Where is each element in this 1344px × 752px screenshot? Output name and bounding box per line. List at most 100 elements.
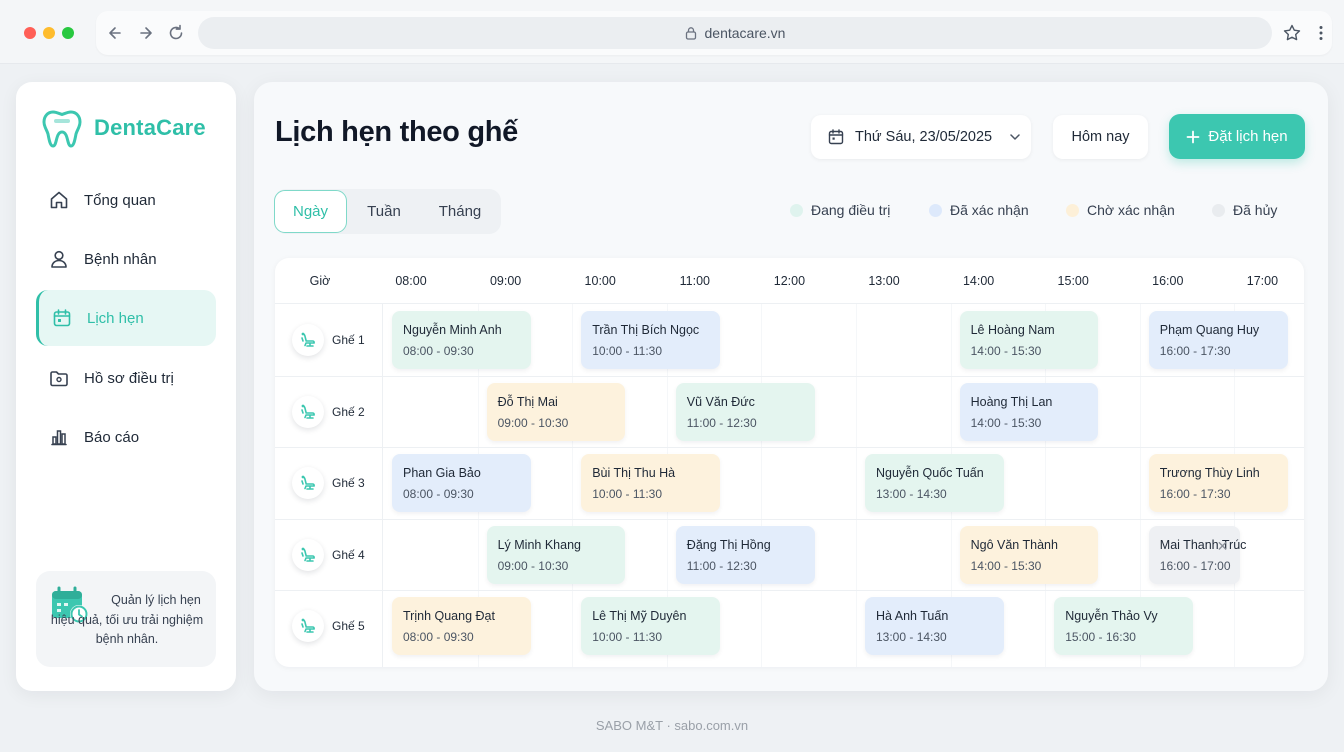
chair-label: Ghế 3 (292, 467, 365, 499)
appointment-card[interactable]: Lê Thị Mỹ Duyên 10:00 - 11:30 (581, 597, 721, 655)
main-panel: Lịch hẹn theo ghế Thứ Sáu, 23/05/2025 Hô… (254, 82, 1328, 691)
chair-name: Ghế 3 (332, 476, 365, 490)
hour-label: 14:00 (962, 274, 995, 288)
appointment-time: 10:00 - 11:30 (592, 344, 663, 358)
appointment-time: 13:00 - 14:30 (876, 487, 947, 501)
appointment-card[interactable]: Vũ Văn Đức 11:00 - 12:30 (675, 382, 815, 441)
tab-day[interactable]: Ngày (274, 190, 347, 233)
row-divider (275, 375, 1304, 377)
appointment-time: 08:00 - 09:30 (403, 630, 474, 644)
legend-item: Đã hủy (1212, 202, 1277, 218)
sidebar-item-appointments[interactable]: Lịch hẹn (36, 290, 216, 346)
book-appointment-button[interactable]: Đặt lịch hẹn (1169, 114, 1305, 159)
appointment-card[interactable]: Nguyễn Quốc Tuấn 13:00 - 14:30 (865, 454, 1004, 512)
patient-name: Mai Thanh Trúc (1159, 537, 1247, 552)
patient-name: Hoàng Thị Lan (970, 394, 1053, 409)
patient-name: Nguyễn Quốc Tuấn (876, 466, 984, 480)
minimize-window-button[interactable] (43, 27, 55, 39)
sidebar-item-label: Bệnh nhân (84, 250, 157, 268)
hour-label: 17:00 (1246, 274, 1279, 288)
bookmark-star-icon[interactable] (1281, 22, 1303, 44)
appointment-card[interactable]: Đỗ Thị Mai 09:00 - 10:30 (486, 382, 626, 441)
date-picker[interactable]: Thứ Sáu, 23/05/2025 (811, 115, 1031, 159)
forward-arrow-icon[interactable] (134, 22, 156, 44)
sidebar-item-label: Lịch hẹn (87, 309, 144, 327)
patient-name: Trần Thị Bích Ngọc (592, 323, 700, 337)
home-icon (50, 191, 68, 209)
appointment-card[interactable]: Trương Thùy Linh 16:00 - 17:30 (1148, 454, 1288, 512)
patient-name: Lê Hoàng Nam (970, 323, 1055, 337)
appointment-card[interactable]: Trịnh Quang Đạt 08:00 - 09:30 (392, 597, 531, 655)
chair-label: Ghế 4 (292, 538, 365, 571)
hour-label: 12:00 (773, 274, 806, 288)
address-bar[interactable]: dentacare.vn (198, 17, 1272, 49)
today-button[interactable]: Hôm nay (1053, 115, 1148, 159)
patient-name: Nguyễn Minh Anh (403, 323, 502, 337)
appointment-card[interactable]: Đặng Thị Hồng 11:00 - 12:30 (675, 525, 815, 584)
legend-label: Đang điều trị (811, 202, 891, 218)
more-menu-icon[interactable] (1310, 22, 1332, 44)
appointment-card[interactable]: Bùi Thị Thu Hà 10:00 - 11:30 (581, 454, 721, 512)
appointment-time: 09:00 - 10:30 (497, 415, 569, 430)
brand[interactable]: DentaCare (40, 106, 206, 150)
close-window-button[interactable] (24, 27, 36, 39)
bar-chart-icon (51, 430, 67, 446)
user-icon (51, 250, 67, 268)
tab-week[interactable]: Tuần (367, 203, 401, 220)
appointment-card[interactable]: Lê Hoàng Nam 14:00 - 15:30 (959, 311, 1099, 369)
sidebar-item-patients[interactable]: Bệnh nhân (36, 231, 216, 287)
chair-label: Ghế 2 (292, 395, 365, 428)
maximize-window-button[interactable] (62, 27, 74, 39)
legend-item: Đã xác nhận (929, 202, 1029, 218)
sidebar-item-overview[interactable]: Tổng quan (36, 172, 216, 228)
chair-name: Ghế 1 (332, 333, 365, 347)
appointment-card[interactable]: Hà Anh Tuấn 13:00 - 14:30 (865, 597, 1004, 655)
hour-label: 16:00 (1152, 274, 1184, 288)
appointment-card[interactable]: Nguyễn Thảo Vy 15:00 - 16:30 (1054, 597, 1194, 655)
tab-month[interactable]: Tháng (438, 203, 482, 220)
legend-swatch-cancelled (1212, 203, 1225, 217)
patient-name: Trịnh Quang Đạt (403, 609, 495, 623)
hour-label: 10:00 (584, 274, 616, 288)
appointment-time: 08:00 - 09:30 (403, 344, 474, 358)
hour-label: 08:00 (395, 274, 427, 288)
appointment-time: 15:00 - 16:30 (1065, 630, 1136, 644)
footer-credit: SABO M&T · sabo.com.vn (595, 718, 749, 733)
hour-label: 15:00 (1057, 274, 1089, 288)
appointment-card[interactable]: Ngô Văn Thành 14:00 - 15:30 (959, 525, 1099, 584)
reload-icon[interactable] (165, 22, 187, 44)
appointment-time: 13:00 - 14:30 (876, 630, 947, 644)
legend-swatch-pending (1066, 203, 1079, 217)
appointment-card[interactable]: Nguyễn Minh Anh 08:00 - 09:30 (392, 311, 531, 369)
sidebar-item-reports[interactable]: Báo cáo (36, 409, 216, 465)
patient-name: Ngô Văn Thành (970, 537, 1058, 552)
legend-swatch-confirmed (929, 203, 942, 217)
calendar-clock-icon (52, 586, 88, 623)
chair-name: Ghế 5 (332, 619, 365, 633)
appointment-time: 14:00 - 15:30 (970, 415, 1042, 430)
back-arrow-icon[interactable] (105, 22, 127, 44)
legend-label: Đã xác nhận (950, 202, 1029, 218)
dental-chair-icon (292, 467, 324, 499)
legend-item: Chờ xác nhận (1066, 202, 1175, 218)
appointment-card[interactable]: Mai Thanh Trúc 16:00 - 17:00 ✕ (1148, 525, 1247, 584)
appointment-time: 16:00 - 17:30 (1159, 344, 1231, 358)
close-icon[interactable]: ✕ (1216, 537, 1229, 554)
appointment-time: 11:00 - 12:30 (686, 558, 757, 573)
row-divider (275, 518, 1304, 520)
appointment-card[interactable]: Phạm Quang Huy 16:00 - 17:30 (1148, 311, 1288, 369)
appointment-time: 14:00 - 15:30 (970, 344, 1042, 358)
lock-icon (685, 27, 696, 40)
appointment-card[interactable]: Trần Thị Bích Ngọc 10:00 - 11:30 (581, 311, 721, 369)
hour-gridline (761, 304, 763, 667)
appointment-card[interactable]: Phan Gia Bảo 08:00 - 09:30 (392, 454, 531, 512)
hour-label: 11:00 (679, 274, 710, 288)
book-button-label: Đặt lịch hẹn (1208, 128, 1288, 145)
sidebar-item-treatment-records[interactable]: Hồ sơ điều trị (36, 350, 216, 406)
sidebar-item-label: Hồ sơ điều trị (84, 369, 174, 387)
view-tabs: Ngày Tuần Tháng (274, 189, 501, 234)
appointment-card[interactable]: Lý Minh Khang 09:00 - 10:30 (486, 525, 626, 584)
patient-name: Hà Anh Tuấn (876, 609, 949, 623)
appointment-card[interactable]: Hoàng Thị Lan 14:00 - 15:30 (959, 382, 1099, 441)
hour-column-header: Giờ (309, 274, 331, 288)
